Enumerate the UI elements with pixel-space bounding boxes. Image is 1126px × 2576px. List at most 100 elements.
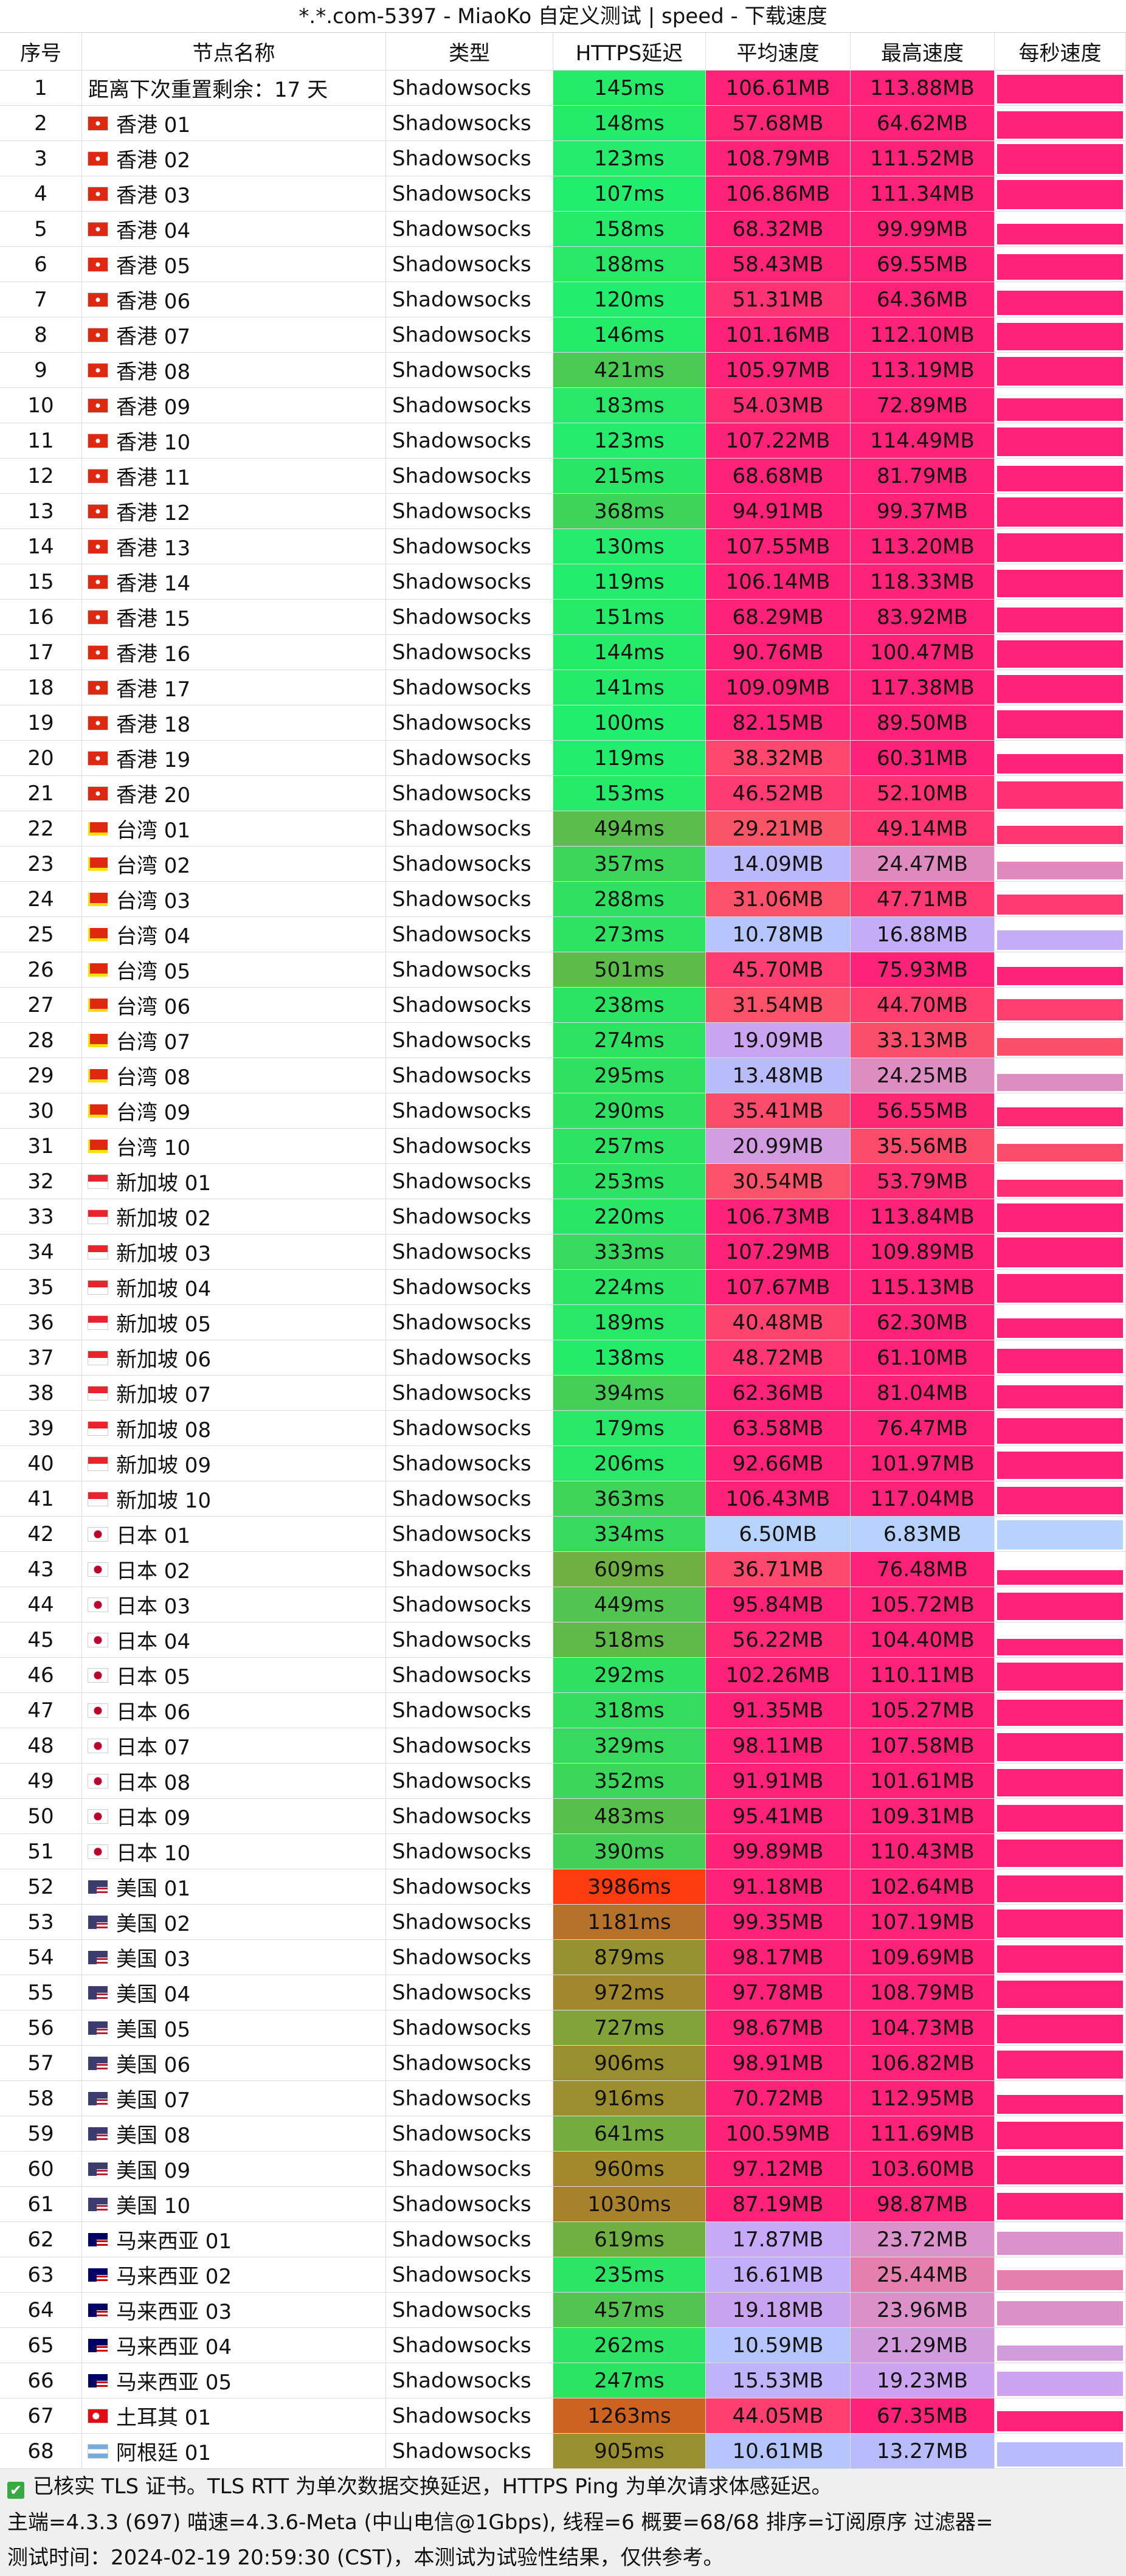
index-cell: 67: [0, 2398, 82, 2433]
table-row: 30 台湾 09 Shadowsocks 290ms 35.41MB 56.55MB: [0, 1093, 1126, 1129]
table-row: 12 香港 11 Shadowsocks 215ms 68.68MB 81.79MB: [0, 459, 1126, 494]
speed-sparkline: [997, 533, 1123, 562]
speed-sparkline-cell: [995, 423, 1126, 458]
type-cell: Shadowsocks: [386, 1199, 553, 1234]
index-cell: 49: [0, 1764, 82, 1798]
max-speed-cell: 67.35MB: [851, 2398, 995, 2433]
latency-cell: 238ms: [553, 988, 706, 1022]
name-cell: 新加坡 01: [82, 1164, 386, 1199]
avg-speed-cell: 105.97MB: [706, 353, 851, 387]
avg-speed-cell: 68.29MB: [706, 600, 851, 634]
speed-sparkline-cell: [995, 529, 1126, 564]
speed-sparkline-cell: [995, 1622, 1126, 1657]
node-name: 香港 11: [116, 466, 191, 490]
node-name: 美国 01: [116, 1877, 191, 1901]
latency-cell: 619ms: [553, 2222, 706, 2257]
latency-cell: 290ms: [553, 1093, 706, 1128]
type-cell: Shadowsocks: [386, 1376, 553, 1410]
speed-sparkline-cell: [995, 2363, 1126, 2398]
max-speed-cell: 24.25MB: [851, 1058, 995, 1093]
flag-icon: [88, 1915, 108, 1929]
index-cell: 2: [0, 106, 82, 140]
speed-sparkline-cell: [995, 917, 1126, 952]
latency-cell: 123ms: [553, 423, 706, 458]
flag-icon: [88, 2162, 108, 2176]
avg-speed-cell: 13.48MB: [706, 1058, 851, 1093]
speed-sparkline: [997, 322, 1123, 350]
speed-sparkline: [997, 930, 1123, 950]
speed-sparkline: [997, 1981, 1123, 2008]
name-cell: 香港 02: [82, 141, 386, 176]
node-name: 台湾 03: [116, 889, 191, 913]
speed-sparkline-cell: [995, 2081, 1126, 2116]
speed-sparkline-cell: [995, 1058, 1126, 1093]
speed-sparkline-cell: [995, 847, 1126, 881]
table-row: 54 美国 03 Shadowsocks 879ms 98.17MB 109.69MB: [0, 1940, 1126, 1975]
speed-sparkline-cell: [995, 282, 1126, 317]
node-name: 香港 19: [116, 748, 191, 772]
table-row: 65 马来西亚 04 Shadowsocks 262ms 10.59MB 21.29MB: [0, 2328, 1126, 2363]
name-cell: 日本 02: [82, 1552, 386, 1587]
max-speed-cell: 110.43MB: [851, 1834, 995, 1869]
type-cell: Shadowsocks: [386, 952, 553, 987]
table-row: 31 台湾 10 Shadowsocks 257ms 20.99MB 35.56MB: [0, 1129, 1126, 1164]
index-cell: 34: [0, 1234, 82, 1269]
node-name: 马来西亚 01: [116, 2229, 232, 2254]
name-cell: 香港 05: [82, 247, 386, 282]
index-cell: 30: [0, 1093, 82, 1128]
latency-cell: 158ms: [553, 212, 706, 246]
avg-speed-cell: 17.87MB: [706, 2222, 851, 2257]
latency-cell: 357ms: [553, 847, 706, 881]
type-cell: Shadowsocks: [386, 106, 553, 140]
avg-speed-cell: 107.22MB: [706, 423, 851, 458]
type-cell: Shadowsocks: [386, 212, 553, 246]
index-cell: 31: [0, 1129, 82, 1163]
latency-cell: 394ms: [553, 1376, 706, 1410]
node-name: 新加坡 03: [116, 1242, 212, 1266]
speed-sparkline-cell: [995, 600, 1126, 634]
avg-speed-cell: 68.68MB: [706, 459, 851, 493]
max-speed-cell: 109.69MB: [851, 1940, 995, 1975]
name-cell: 美国 03: [82, 1940, 386, 1975]
latency-cell: 273ms: [553, 917, 706, 952]
flag-icon: [88, 2268, 108, 2282]
type-cell: Shadowsocks: [386, 1975, 553, 2010]
node-name: 新加坡 05: [116, 1312, 212, 1337]
max-speed-cell: 60.31MB: [851, 741, 995, 775]
max-speed-cell: 103.60MB: [851, 2152, 995, 2186]
footer-line: ✔ 已核实 TLS 证书。TLS RTT 为单次数据交换延迟，HTTPS Ping…: [0, 2469, 1126, 2505]
name-cell: 美国 08: [82, 2116, 386, 2151]
speed-sparkline: [997, 398, 1123, 421]
name-cell: 香港 09: [82, 388, 386, 423]
node-name: 美国 04: [116, 1982, 191, 2007]
latency-cell: 329ms: [553, 1728, 706, 1763]
index-cell: 38: [0, 1376, 82, 1410]
index-cell: 26: [0, 952, 82, 987]
max-speed-cell: 64.36MB: [851, 282, 995, 317]
speed-sparkline-cell: [995, 1305, 1126, 1340]
latency-cell: 274ms: [553, 1023, 706, 1058]
type-cell: Shadowsocks: [386, 1270, 553, 1304]
name-cell: 日本 01: [82, 1517, 386, 1551]
index-cell: 10: [0, 388, 82, 423]
index-cell: 14: [0, 529, 82, 564]
latency-cell: 188ms: [553, 247, 706, 282]
name-cell: 距离下次重置剩余：17 天: [82, 71, 386, 105]
index-cell: 13: [0, 494, 82, 528]
type-cell: Shadowsocks: [386, 600, 553, 634]
index-cell: 50: [0, 1799, 82, 1833]
max-speed-cell: 89.50MB: [851, 705, 995, 740]
type-cell: Shadowsocks: [386, 1764, 553, 1798]
name-cell: 马来西亚 03: [82, 2293, 386, 2327]
avg-speed-cell: 92.66MB: [706, 1446, 851, 1481]
index-cell: 40: [0, 1446, 82, 1481]
avg-speed-cell: 29.21MB: [706, 811, 851, 846]
flag-icon: [88, 1633, 108, 1647]
avg-speed-cell: 20.99MB: [706, 1129, 851, 1163]
node-name: 香港 08: [116, 360, 191, 384]
name-cell: 新加坡 07: [82, 1376, 386, 1410]
type-cell: Shadowsocks: [386, 353, 553, 387]
speed-sparkline-cell: [995, 1340, 1126, 1375]
table-row: 63 马来西亚 02 Shadowsocks 235ms 16.61MB 25.44MB: [0, 2257, 1126, 2293]
index-cell: 37: [0, 1340, 82, 1375]
